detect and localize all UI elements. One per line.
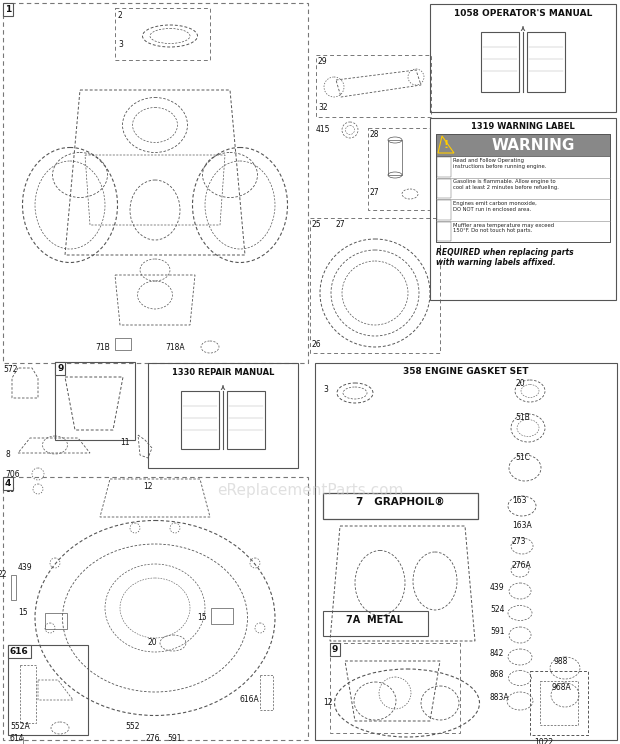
Text: 27: 27 [335, 220, 345, 229]
Text: 71B: 71B [95, 343, 110, 352]
Text: 439: 439 [18, 563, 33, 572]
Text: 9: 9 [57, 364, 63, 373]
Text: 15: 15 [197, 613, 206, 622]
Text: 163: 163 [512, 496, 526, 505]
Text: 22: 22 [0, 570, 7, 579]
Bar [437, 222, 451, 241]
Text: 614: 614 [10, 734, 25, 743]
Text: Gasoline is flammable. Allow engine to
cool at least 2 minutes before refueling.: Gasoline is flammable. Allow engine to c… [453, 179, 559, 190]
Bar [436, 134, 610, 156]
Text: 20: 20 [147, 638, 157, 647]
Bar [316, 55, 431, 117]
Bar [323, 493, 478, 519]
Text: 276: 276 [145, 734, 159, 743]
Text: 718A: 718A [165, 343, 185, 352]
Text: 552: 552 [125, 722, 140, 731]
Text: 11: 11 [120, 438, 130, 447]
Bar [211, 608, 233, 624]
Text: 358 ENGINE GASKET SET: 358 ENGINE GASKET SET [403, 367, 529, 376]
Text: 26: 26 [312, 340, 322, 349]
Bar [310, 218, 440, 353]
Text: 1058 OPERATOR'S MANUAL: 1058 OPERATOR'S MANUAL [454, 9, 592, 18]
Text: eReplacementParts.com: eReplacementParts.com [217, 483, 403, 498]
Bar [3, 3, 308, 363]
Bar [437, 157, 451, 176]
Bar [436, 156, 610, 242]
Text: 7   GRAPHOIL®: 7 GRAPHOIL® [356, 497, 445, 507]
Text: REQUIRED when replacing parts
with warning labels affixed.: REQUIRED when replacing parts with warni… [436, 248, 574, 267]
Bar [368, 128, 430, 210]
Bar [45, 613, 67, 629]
Text: 883A: 883A [490, 693, 510, 702]
Bar [148, 363, 298, 468]
Text: 2: 2 [118, 11, 123, 20]
Text: 273: 273 [512, 537, 526, 546]
Bar [55, 362, 135, 440]
Text: 988: 988 [553, 657, 567, 666]
Text: 591: 591 [167, 734, 182, 743]
Bar [115, 8, 210, 60]
Text: 27: 27 [370, 188, 379, 197]
Text: 20: 20 [515, 379, 525, 388]
Text: 276A: 276A [512, 561, 532, 570]
Text: 15: 15 [18, 608, 28, 617]
Text: 1330 REPAIR MANUAL: 1330 REPAIR MANUAL [172, 368, 274, 377]
Text: 3: 3 [323, 385, 328, 394]
Text: 10: 10 [5, 485, 15, 494]
Text: 1319 WARNING LABEL: 1319 WARNING LABEL [471, 122, 575, 131]
Text: Muffler area temperature may exceed
150°F. Do not touch hot parts.: Muffler area temperature may exceed 150°… [453, 222, 554, 234]
Text: 25: 25 [312, 220, 322, 229]
Bar [437, 179, 451, 198]
Text: 616: 616 [10, 647, 29, 656]
Text: 415: 415 [316, 125, 330, 134]
Text: !: ! [443, 140, 448, 150]
Text: 7A  METAL: 7A METAL [347, 615, 404, 625]
Text: 3: 3 [118, 40, 123, 49]
Bar [8, 645, 88, 735]
Text: 4: 4 [5, 479, 11, 488]
Text: 842: 842 [490, 649, 505, 658]
Text: 28: 28 [370, 130, 379, 139]
Text: 572: 572 [3, 365, 17, 374]
Text: 51C: 51C [515, 453, 530, 462]
Bar [437, 200, 451, 219]
Text: 51B: 51B [515, 413, 529, 422]
Text: 163A: 163A [512, 521, 532, 530]
Text: WARNING: WARNING [491, 138, 575, 153]
Text: 12: 12 [143, 482, 153, 491]
Bar [323, 611, 428, 636]
Text: 12: 12 [323, 698, 332, 707]
Bar [388, 140, 402, 175]
Bar [430, 118, 616, 300]
Text: Read and Follow Operating
instructions before running engine.: Read and Follow Operating instructions b… [453, 158, 546, 169]
Bar [11, 575, 16, 600]
Bar [430, 4, 616, 112]
Text: 706: 706 [5, 470, 20, 479]
Text: 29: 29 [318, 57, 327, 66]
Text: 439: 439 [490, 583, 505, 592]
Text: 32: 32 [318, 103, 327, 112]
Text: 968A: 968A [551, 683, 571, 692]
Text: Engines emit carbon monoxide,
DO NOT run in enclosed area.: Engines emit carbon monoxide, DO NOT run… [453, 201, 537, 212]
Bar [315, 363, 617, 740]
Bar [436, 134, 610, 242]
Text: 868: 868 [490, 670, 505, 679]
Text: 524: 524 [490, 605, 505, 614]
Text: 1022: 1022 [534, 738, 553, 744]
Text: 9: 9 [332, 645, 339, 654]
Bar [330, 643, 460, 733]
Text: 8: 8 [5, 450, 10, 459]
Bar [115, 338, 131, 350]
Text: 552A: 552A [10, 722, 30, 731]
Bar [3, 477, 308, 740]
Text: 591: 591 [490, 627, 505, 636]
Text: 616A: 616A [240, 695, 260, 704]
Text: 1: 1 [5, 5, 11, 14]
